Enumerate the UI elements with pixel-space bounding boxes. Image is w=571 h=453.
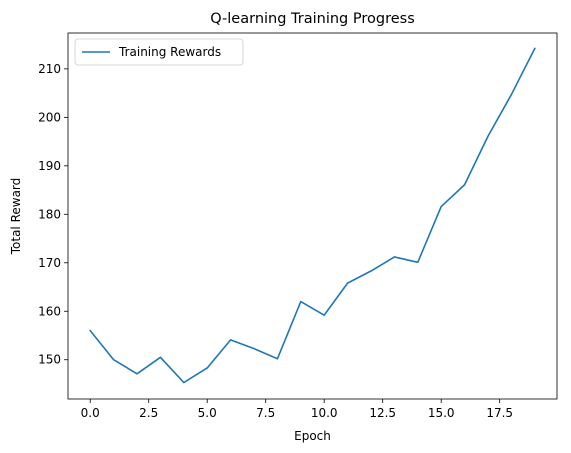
x-tick-label: 2.5 bbox=[139, 406, 158, 420]
x-tick-label: 7.5 bbox=[256, 406, 275, 420]
y-tick-label: 210 bbox=[38, 62, 61, 76]
y-tick-label: 150 bbox=[38, 353, 61, 367]
chart-title: Q-learning Training Progress bbox=[210, 11, 415, 27]
x-tick-label: 12.5 bbox=[369, 406, 396, 420]
x-axis: 0.0 2.5 5.0 7.5 10.0 12.5 15.0 17.5 bbox=[81, 399, 513, 420]
y-tick-label: 190 bbox=[38, 159, 61, 173]
y-axis: 150 160 170 180 190 200 210 bbox=[38, 62, 68, 367]
x-axis-label: Epoch bbox=[294, 429, 331, 443]
legend-label-training-rewards: Training Rewards bbox=[118, 45, 221, 59]
y-tick-label: 170 bbox=[38, 256, 61, 270]
plot-frame bbox=[67, 32, 558, 400]
x-tick-label: 0.0 bbox=[81, 406, 100, 420]
x-tick-label: 5.0 bbox=[198, 406, 217, 420]
series-layer bbox=[89, 47, 536, 384]
x-tick-label: 15.0 bbox=[428, 406, 455, 420]
legend: Training Rewards bbox=[74, 38, 244, 66]
legend-box bbox=[74, 38, 244, 66]
x-tick-label: 10.0 bbox=[311, 406, 338, 420]
y-tick-label: 200 bbox=[38, 110, 61, 124]
y-tick-label: 180 bbox=[38, 207, 61, 221]
plot-area bbox=[67, 32, 558, 400]
y-axis-label: Total Reward bbox=[9, 178, 23, 256]
x-tick-label: 17.5 bbox=[486, 406, 513, 420]
y-tick-label: 160 bbox=[38, 304, 61, 318]
series-line-training-rewards bbox=[89, 47, 536, 384]
